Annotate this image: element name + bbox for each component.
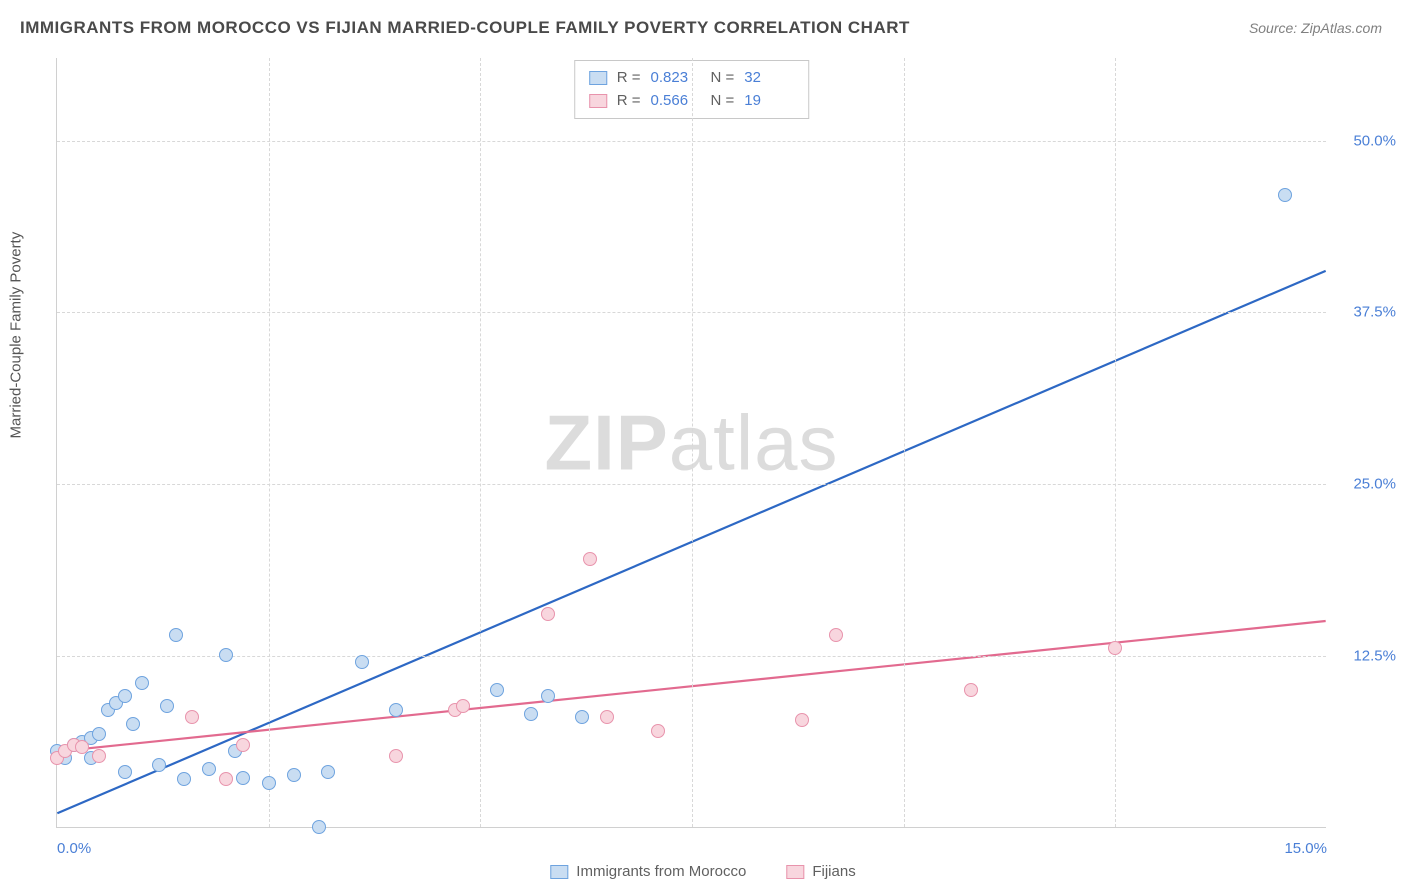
n-label: N = [711,67,735,90]
data-point [169,628,183,642]
data-point [262,776,276,790]
y-axis-label: Married-Couple Family Poverty [8,232,25,439]
data-point [185,710,199,724]
legend-swatch [589,71,607,85]
data-point [236,738,250,752]
data-point [75,740,89,754]
data-point [795,713,809,727]
r-label: R = [617,67,641,90]
correlation-scatter-chart: ZIPatlas R =0.823N =32R =0.566N =19 12.5… [56,58,1326,828]
legend-swatch [550,865,568,879]
y-tick-label: 50.0% [1336,132,1396,149]
gridline-v [480,58,481,827]
data-point [92,727,106,741]
r-value: 0.823 [651,67,701,90]
data-point [126,717,140,731]
n-value: 19 [744,90,794,113]
y-tick-label: 25.0% [1336,476,1396,493]
legend-series-label: Immigrants from Morocco [576,863,746,880]
data-point [177,772,191,786]
legend-swatch [786,865,804,879]
data-point [287,768,301,782]
legend-series-label: Fijians [812,863,855,880]
data-point [236,771,250,785]
legend-series-item: Fijians [786,863,855,880]
source-attribution: Source: ZipAtlas.com [1249,20,1382,36]
data-point [1278,188,1292,202]
data-point [219,772,233,786]
gridline-v [269,58,270,827]
data-point [92,749,106,763]
r-value: 0.566 [651,90,701,113]
data-point [541,607,555,621]
n-label: N = [711,90,735,113]
gridline-v [904,58,905,827]
data-point [312,820,326,834]
data-point [829,628,843,642]
data-point [389,703,403,717]
data-point [600,710,614,724]
y-tick-label: 37.5% [1336,304,1396,321]
r-label: R = [617,90,641,113]
data-point [964,683,978,697]
data-point [490,683,504,697]
y-tick-label: 12.5% [1336,648,1396,665]
data-point [160,699,174,713]
x-tick-label: 0.0% [57,840,91,857]
data-point [583,552,597,566]
data-point [118,765,132,779]
data-point [651,724,665,738]
data-point [152,758,166,772]
legend-series-item: Immigrants from Morocco [550,863,746,880]
series-legend: Immigrants from Morocco Fijians [550,863,855,880]
data-point [575,710,589,724]
data-point [541,689,555,703]
data-point [118,689,132,703]
x-tick-label: 15.0% [1284,840,1327,857]
data-point [524,707,538,721]
gridline-v [1115,58,1116,827]
data-point [135,676,149,690]
data-point [321,765,335,779]
legend-swatch [589,94,607,108]
page-title: IMMIGRANTS FROM MOROCCO VS FIJIAN MARRIE… [20,18,910,38]
n-value: 32 [744,67,794,90]
gridline-v [692,58,693,827]
data-point [355,655,369,669]
data-point [1108,641,1122,655]
data-point [202,762,216,776]
data-point [456,699,470,713]
data-point [219,648,233,662]
data-point [389,749,403,763]
